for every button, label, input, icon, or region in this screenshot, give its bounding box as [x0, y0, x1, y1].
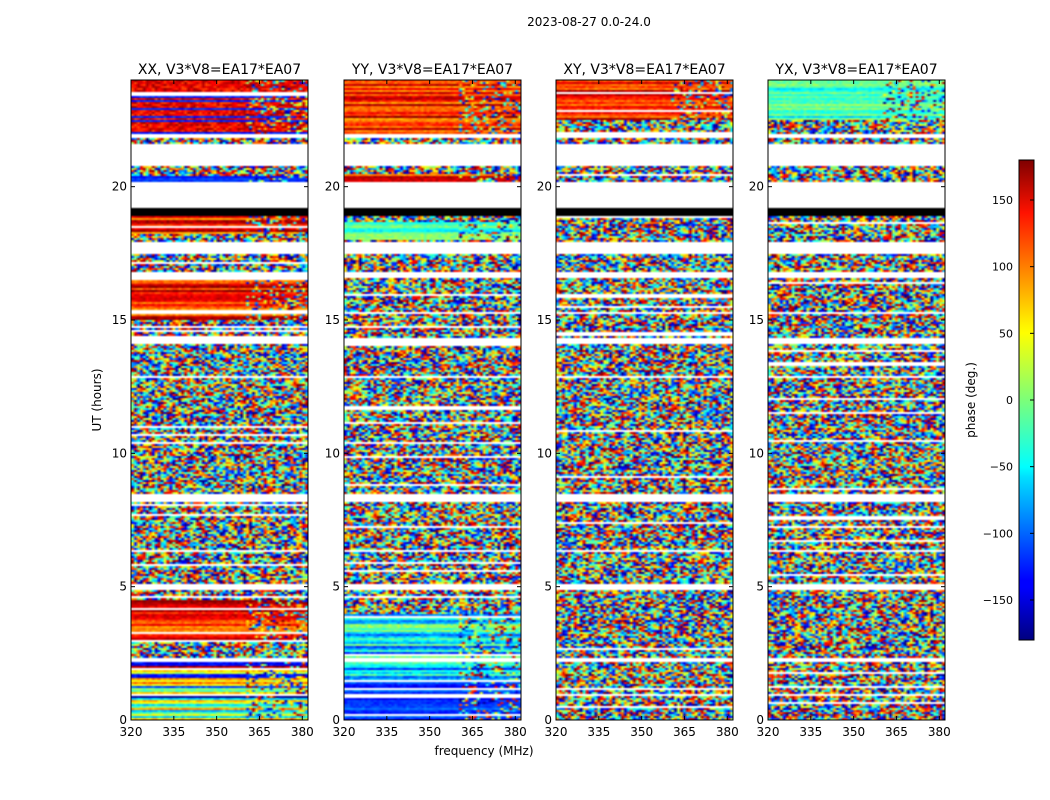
panel-frame-0 — [130, 79, 309, 721]
panel-0: XX, V3*V8=EA17*EA07 320 335 350 365 380 0 5 10 15… — [112, 62, 314, 739]
colorbar-tick-label: −150 — [983, 594, 1013, 607]
x-tick-label: 320 — [757, 725, 780, 739]
y-tick-label: 0 — [332, 713, 340, 727]
x-tick-label: 365 — [248, 725, 271, 739]
panel-frame-3 — [767, 79, 946, 721]
y-tick-label: 0 — [119, 713, 127, 727]
y-tick-label: 5 — [756, 580, 764, 594]
x-tick-label: 380 — [716, 725, 739, 739]
x-tick-label: 350 — [842, 725, 865, 739]
y-tick-label: 20 — [112, 180, 127, 194]
y-tick-label: 15 — [112, 313, 127, 327]
panel-title-2: XY, V3*V8=EA17*EA07 — [563, 62, 725, 78]
x-tick-label: 335 — [587, 725, 610, 739]
y-tick-label: 10 — [749, 446, 764, 460]
y-tick-label: 10 — [325, 446, 340, 460]
colorbar-tick-label: −100 — [983, 527, 1013, 540]
x-tick-label: 365 — [673, 725, 696, 739]
y-tick-label: 0 — [756, 713, 764, 727]
x-tick-label: 380 — [504, 725, 527, 739]
y-tick-label: 20 — [749, 180, 764, 194]
x-tick-label: 365 — [885, 725, 908, 739]
panels-group: XX, V3*V8=EA17*EA07 320 335 350 365 380 0 5 10 15… — [112, 62, 951, 739]
panel-3: YX, V3*V8=EA17*EA07 320 335 350 365 380 0 5 10 15… — [749, 62, 951, 739]
panel-heatmap-0 — [131, 80, 308, 720]
x-tick-label: 380 — [928, 725, 951, 739]
y-tick-label: 15 — [325, 313, 340, 327]
y-tick-label: 20 — [325, 180, 340, 194]
colorbar-tick-label: 100 — [992, 261, 1013, 274]
x-tick-label: 350 — [630, 725, 653, 739]
panel-title-0: XX, V3*V8=EA17*EA07 — [138, 62, 301, 78]
x-tick-label: 335 — [162, 725, 185, 739]
x-tick-label: 320 — [120, 725, 143, 739]
y-tick-label: 15 — [749, 313, 764, 327]
panel-2: XY, V3*V8=EA17*EA07 320 335 350 365 380 0 5 10 15… — [537, 62, 739, 739]
panel-title-3: YX, V3*V8=EA17*EA07 — [774, 62, 937, 78]
panel-heatmap-2 — [556, 80, 733, 720]
x-axis-label: frequency (MHz) — [434, 744, 533, 758]
x-tick-label: 335 — [375, 725, 398, 739]
y-tick-label: 5 — [119, 580, 127, 594]
x-tick-label: 365 — [461, 725, 484, 739]
colorbar-tick-label: 50 — [999, 327, 1013, 340]
colorbar-label: phase (deg.) — [964, 362, 978, 438]
colorbar-ticks: 150 100 50 0 −50 −100 −150 — [983, 194, 1034, 607]
panel-heatmap-1 — [344, 80, 521, 720]
x-tick-label: 380 — [291, 725, 314, 739]
x-tick-label: 350 — [205, 725, 228, 739]
panel-frame-2 — [555, 79, 734, 721]
colorbar-tick-label: 0 — [1006, 394, 1013, 407]
panel-title-1: YY, V3*V8=EA17*EA07 — [351, 62, 513, 78]
y-tick-label: 20 — [537, 180, 552, 194]
y-axis-label: UT (hours) — [90, 368, 104, 431]
panel-1: YY, V3*V8=EA17*EA07 320 335 350 365 380 0 5 10 15… — [325, 62, 527, 739]
colorbar: 150 100 50 0 −50 −100 −150 phase (deg.) — [964, 159, 1035, 641]
x-tick-label: 335 — [799, 725, 822, 739]
colorbar-tick-label: 150 — [992, 194, 1013, 207]
x-tick-label: 320 — [333, 725, 356, 739]
x-tick-label: 320 — [545, 725, 568, 739]
x-tick-label: 350 — [418, 725, 441, 739]
panel-heatmap-3 — [768, 80, 945, 720]
panel-frame-1 — [343, 79, 522, 721]
y-tick-label: 10 — [112, 446, 127, 460]
y-tick-label: 0 — [544, 713, 552, 727]
colorbar-tick-label: −50 — [990, 461, 1013, 474]
figure-suptitle: 2023-08-27 0.0-24.0 — [527, 15, 651, 29]
y-tick-label: 5 — [544, 580, 552, 594]
y-tick-label: 10 — [537, 446, 552, 460]
y-tick-label: 5 — [332, 580, 340, 594]
y-tick-label: 15 — [537, 313, 552, 327]
